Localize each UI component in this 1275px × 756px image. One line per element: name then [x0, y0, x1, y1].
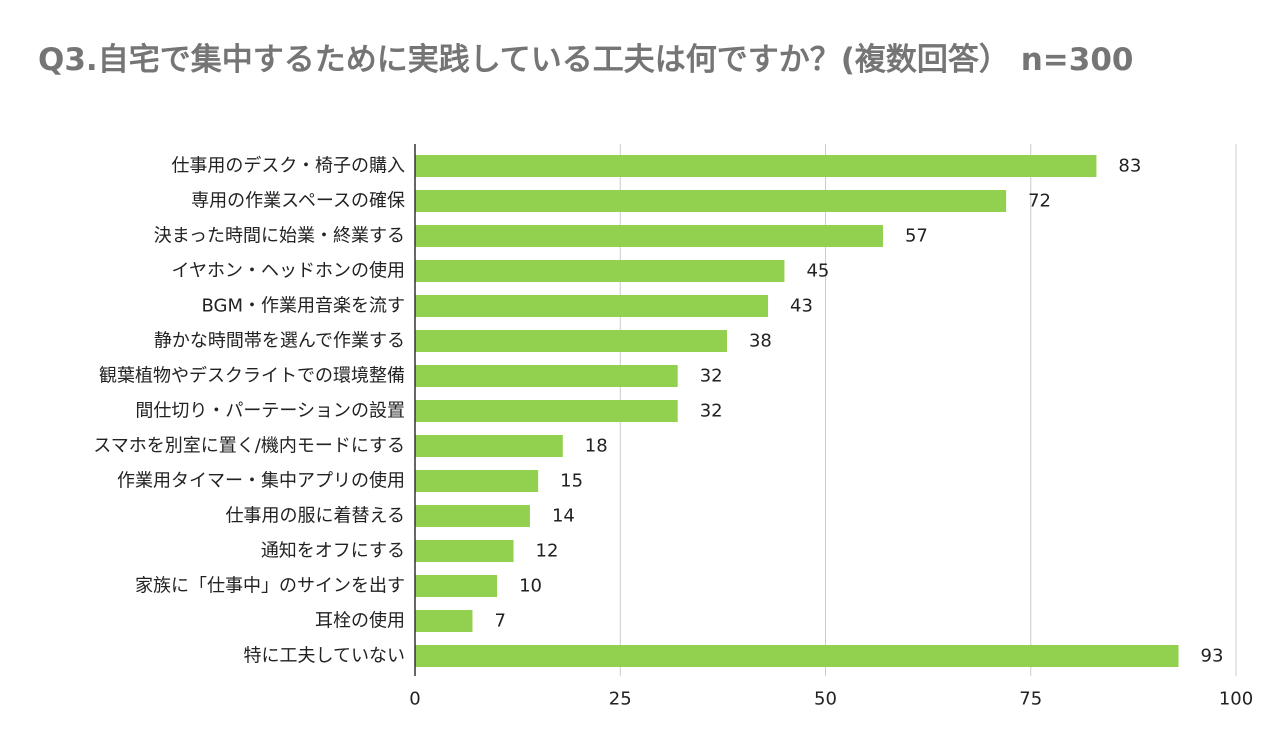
data-label: 7 [494, 611, 505, 632]
x-tick-label: 100 [1219, 689, 1253, 710]
category-label: 作業用タイマー・集中アプリの使用 [117, 471, 405, 492]
bar [415, 505, 530, 527]
bar [415, 295, 769, 317]
x-tick-label: 25 [609, 689, 632, 710]
category-label: 専用の作業スペースの確保 [191, 191, 405, 212]
bar [415, 155, 1097, 177]
data-label: 32 [700, 366, 723, 387]
data-label: 57 [905, 226, 928, 247]
data-label: 83 [1118, 156, 1141, 177]
data-label: 45 [806, 261, 829, 282]
bar [415, 190, 1007, 212]
bar [415, 400, 678, 422]
bar [415, 225, 883, 247]
data-label: 93 [1201, 646, 1224, 667]
data-label: 15 [560, 471, 583, 492]
category-label: 決まった時間に始業・終業する [154, 226, 405, 247]
category-label: スマホを別室に置く/機内モードにする [93, 436, 405, 457]
data-label: 10 [519, 576, 542, 597]
data-label: 72 [1028, 191, 1051, 212]
data-label: 38 [749, 331, 772, 352]
category-label: 観葉植物やデスクライトでの環境整備 [99, 366, 405, 387]
category-label: 間仕切り・パーテーションの設置 [135, 401, 405, 422]
chart-title: Q3.自宅で集中するために実践している工夫は何ですか？(複数回答） n=300 [38, 42, 1134, 78]
category-label: 仕事用の服に着替える [226, 506, 405, 527]
category-label: 通知をオフにする [261, 541, 405, 562]
data-label: 18 [585, 436, 608, 457]
bar [415, 575, 498, 597]
category-label: 耳栓の使用 [315, 611, 405, 632]
bar [415, 435, 563, 457]
data-label: 32 [700, 401, 723, 422]
bar [415, 260, 785, 282]
x-tick-label: 50 [814, 689, 837, 710]
bar [415, 610, 473, 632]
category-label: 仕事用のデスク・椅子の購入 [171, 156, 405, 177]
bar [415, 330, 727, 352]
bar [415, 365, 678, 387]
data-label: 43 [790, 296, 813, 317]
category-label: BGM・作業用音楽を流す [201, 296, 405, 317]
x-tick-label: 0 [409, 689, 420, 710]
category-label: 家族に「仕事中」のサインを出す [135, 576, 405, 597]
bar [415, 470, 539, 492]
category-label: 特に工夫していない [244, 646, 405, 667]
bar [415, 645, 1179, 667]
bar [415, 540, 514, 562]
category-label: イヤホン・ヘッドホンの使用 [172, 261, 405, 282]
data-label: 12 [536, 541, 559, 562]
data-label: 14 [552, 506, 575, 527]
x-tick-label: 75 [1019, 689, 1042, 710]
category-label: 静かな時間帯を選んで作業する [154, 331, 405, 352]
